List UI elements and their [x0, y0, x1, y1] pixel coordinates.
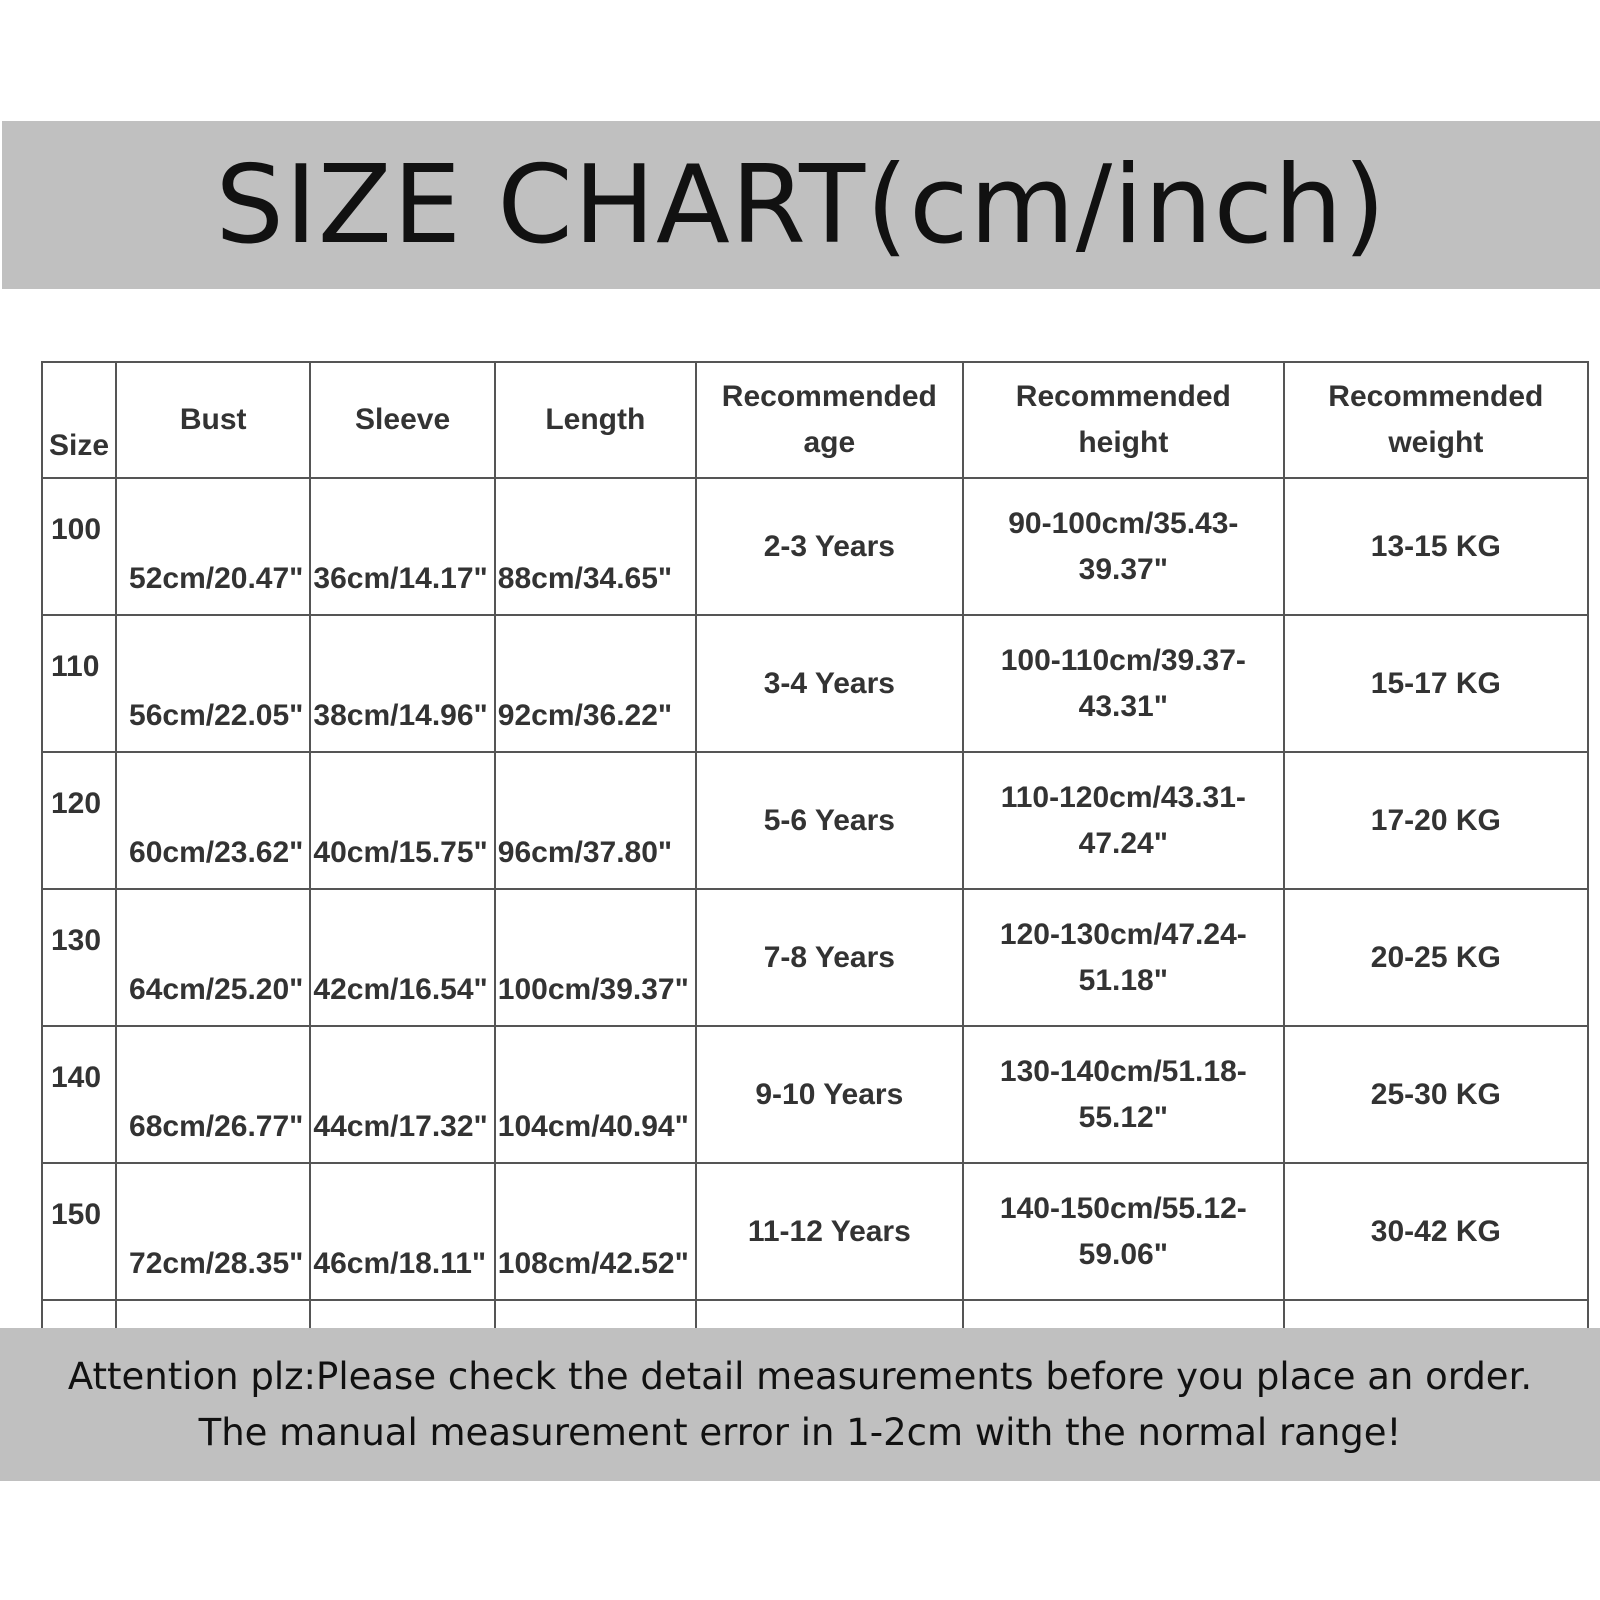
table-cell: 110-120cm/43.31-47.24"	[961, 751, 1285, 890]
table-cell: 3-4 Years	[694, 614, 964, 753]
column-header: Recommended age	[694, 361, 964, 479]
title: SIZE CHART(cm/inch)	[215, 142, 1387, 268]
table-cell: 92cm/36.22"	[493, 614, 697, 753]
table-cell: 72cm/28.35"	[115, 1162, 312, 1301]
table-cell: 44cm/17.32"	[309, 1025, 496, 1164]
table-cell: 140	[40, 1025, 118, 1164]
table-cell: 56cm/22.05"	[115, 614, 312, 753]
table-cell: 60cm/23.62"	[115, 751, 312, 890]
table-cell: 100	[40, 477, 118, 616]
table-cell: 88cm/34.65"	[493, 477, 697, 616]
table-cell: 25-30 KG	[1282, 1025, 1589, 1164]
table-cell: 20-25 KG	[1282, 888, 1589, 1027]
table-cell: 38cm/14.96"	[309, 614, 496, 753]
table-cell: 13-15 KG	[1282, 477, 1589, 616]
table-cell: 120	[40, 751, 118, 890]
table-row: 140 68cm/26.77" 44cm/17.32" 104cm/40.94" 9-1…	[40, 1025, 1589, 1164]
table-cell: 40cm/15.75"	[309, 751, 496, 890]
table-cell: 96cm/37.80"	[493, 751, 697, 890]
column-header: Bust	[115, 361, 312, 479]
header-row: Size Bust Sleeve Length Recommended age Recom…	[40, 361, 1589, 479]
table-cell: 104cm/40.94"	[493, 1025, 697, 1164]
table-cell: 52cm/20.47"	[115, 477, 312, 616]
column-header: Recommended weight	[1282, 361, 1589, 479]
footer-line: The manual measurement error in 1-2cm wi…	[198, 1410, 1402, 1454]
table-cell: 42cm/16.54"	[309, 888, 496, 1027]
table-cell: 17-20 KG	[1282, 751, 1589, 890]
table-cell: 100cm/39.37"	[493, 888, 697, 1027]
table-cell: 120-130cm/47.24-51.18"	[961, 888, 1285, 1027]
table-row: 110 56cm/22.05" 38cm/14.96" 92cm/36.22" 3-4 …	[40, 614, 1589, 753]
table-cell: 36cm/14.17"	[309, 477, 496, 616]
table-row: 120 60cm/23.62" 40cm/15.75" 96cm/37.80" 5-6 …	[40, 751, 1589, 890]
table-cell: 100-110cm/39.37-43.31"	[961, 614, 1285, 753]
column-header: Sleeve	[309, 361, 496, 479]
table-row: 130 64cm/25.20" 42cm/16.54" 100cm/39.37" 7-8…	[40, 888, 1589, 1027]
table-cell: 110	[40, 614, 118, 753]
table-cell: 140-150cm/55.12-59.06"	[961, 1162, 1285, 1301]
footer-band: Attention plz:Please check the detail me…	[0, 1328, 1600, 1481]
table-cell: 5-6 Years	[694, 751, 964, 890]
table-cell: 15-17 KG	[1282, 614, 1589, 753]
table-cell: 30-42 KG	[1282, 1162, 1589, 1301]
column-header: Recommended height	[961, 361, 1285, 479]
table-cell: 68cm/26.77"	[115, 1025, 312, 1164]
table-cell: 150	[40, 1162, 118, 1301]
table-cell: 9-10 Years	[694, 1025, 964, 1164]
table-cell: 130-140cm/51.18-55.12"	[961, 1025, 1285, 1164]
table-cell: 2-3 Years	[694, 477, 964, 616]
table-cell: 90-100cm/35.43-39.37"	[961, 477, 1285, 616]
column-header: Size	[40, 361, 118, 479]
table-row: 100 52cm/20.47" 36cm/14.17" 88cm/34.65" 2-3 …	[40, 477, 1589, 616]
footer-line: Attention plz:Please check the detail me…	[67, 1354, 1533, 1398]
table-cell: 108cm/42.52"	[493, 1162, 697, 1301]
table-cell: 7-8 Years	[694, 888, 964, 1027]
title-band: SIZE CHART(cm/inch)	[2, 121, 1600, 289]
size-table: Size Bust Sleeve Length Recommended age Recom…	[40, 361, 1589, 1438]
table-cell: 64cm/25.20"	[115, 888, 312, 1027]
table-cell: 11-12 Years	[694, 1162, 964, 1301]
table-cell: 46cm/18.11"	[309, 1162, 496, 1301]
column-header: Length	[493, 361, 697, 479]
table-row: 150 72cm/28.35" 46cm/18.11" 108cm/42.52" 11-…	[40, 1162, 1589, 1301]
table-cell: 130	[40, 888, 118, 1027]
